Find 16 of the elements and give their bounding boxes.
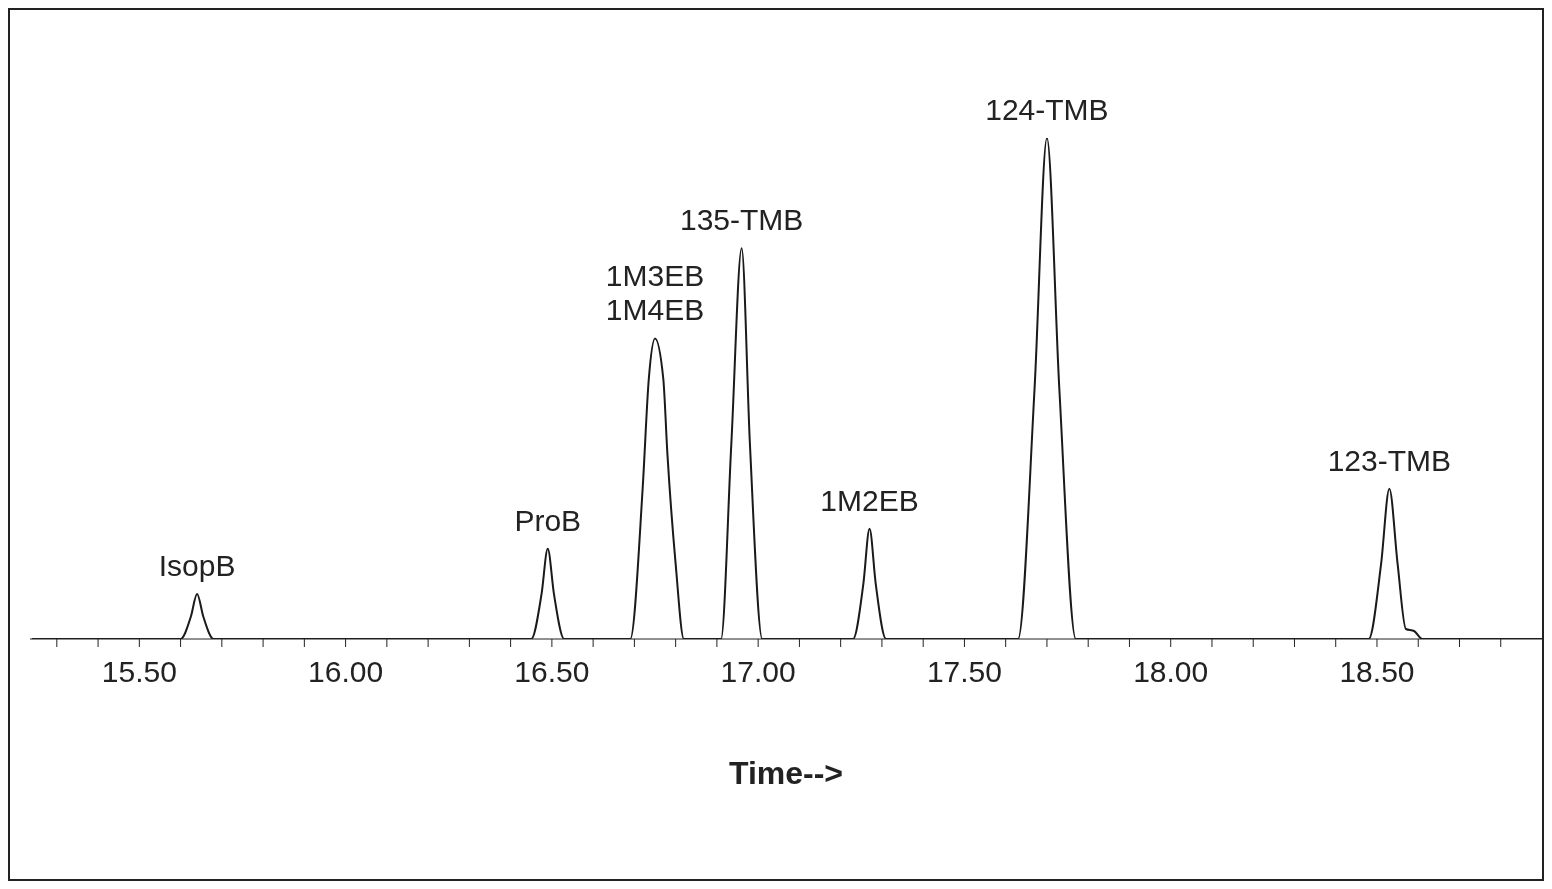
x-tick-label: 18.50 [1339, 655, 1415, 689]
annotation: 1M2EB [820, 483, 919, 517]
x-axis-title: Time--> [728, 755, 844, 791]
x-tick-label: 17.00 [720, 655, 796, 689]
annotation: ProB [514, 503, 582, 537]
x-tick-label: 18.00 [1133, 655, 1209, 689]
x-tick-label: 16.00 [308, 655, 384, 689]
x-tick-label: 16.50 [514, 655, 590, 689]
x-tick-label: 17.50 [926, 655, 1002, 689]
x-tick-label: 15.50 [101, 655, 177, 689]
annotation: 123-TMB [1327, 443, 1452, 477]
annotation: 1M4EB [605, 293, 705, 327]
annotation: IsopB [158, 548, 236, 582]
annotation: 124-TMB [985, 93, 1109, 126]
annotation: 135-TMB [679, 203, 804, 237]
annotation: 1M3EB [605, 259, 705, 293]
